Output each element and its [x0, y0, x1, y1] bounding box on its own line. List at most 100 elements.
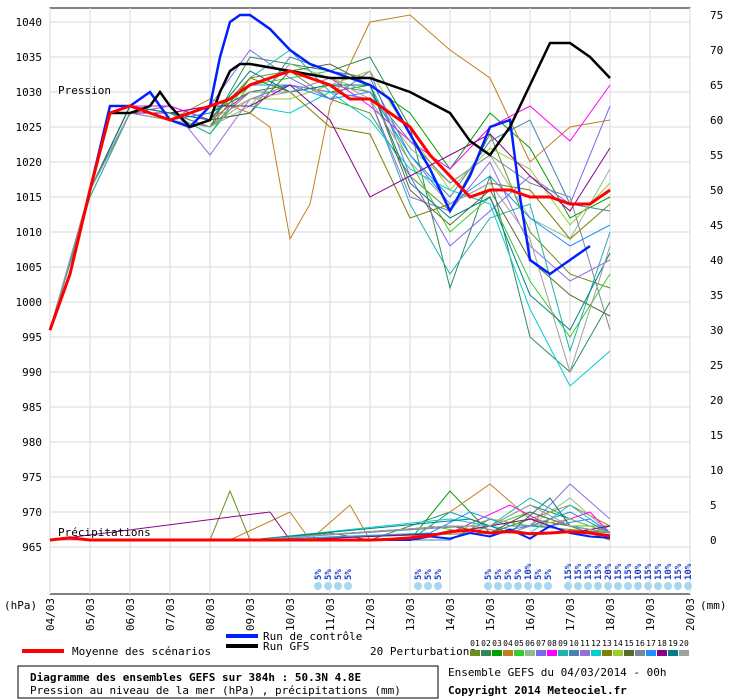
member-number: 19 — [668, 639, 678, 648]
member-number: 14 — [613, 639, 623, 648]
member-number: 15 — [624, 639, 634, 648]
x-tick-label: 11/03 — [324, 598, 337, 631]
member-number: 05 — [514, 639, 524, 648]
member-number: 20 — [679, 639, 689, 648]
member-number: 10 — [569, 639, 579, 648]
snow-probability: 15% — [564, 563, 574, 580]
snow-probability: 10% — [664, 563, 674, 580]
snow-probability: 15% — [654, 563, 664, 580]
x-tick-label: 06/03 — [124, 598, 137, 631]
copyright: Copyright 2014 Meteociel.fr — [448, 684, 627, 697]
left-tick-label: 1040 — [16, 16, 43, 29]
snow-probability: 5% — [484, 569, 494, 580]
left-tick-label: 1035 — [16, 51, 43, 64]
snowflake-icon — [334, 582, 342, 590]
chart-subtitle: Pression au niveau de la mer (hPa) , pré… — [30, 684, 401, 697]
snow-probability: 15% — [614, 563, 624, 580]
left-axis-unit: (hPa) — [4, 599, 37, 612]
right-tick-label: 60 — [710, 114, 723, 127]
snow-probability: 15% — [594, 563, 604, 580]
member-number: 09 — [558, 639, 568, 648]
x-tick-label: 16/03 — [524, 598, 537, 631]
snowflake-icon — [314, 582, 322, 590]
right-tick-label: 40 — [710, 254, 723, 267]
member-number: 01 — [470, 639, 480, 648]
snow-probability: 10% — [634, 563, 644, 580]
snow-probability: 5% — [344, 569, 354, 580]
left-tick-label: 1005 — [16, 261, 43, 274]
x-tick-label: 13/03 — [404, 598, 417, 631]
x-tick-label: 19/03 — [644, 598, 657, 631]
right-tick-label: 10 — [710, 464, 723, 477]
member-number: 02 — [481, 639, 491, 648]
x-axis-ticks: 04/03 05/03 06/03 07/03 08/03 09/03 10/03 11/03… — [44, 598, 697, 631]
run-info: Ensemble GEFS du 04/03/2014 - 00h — [448, 666, 667, 679]
right-tick-label: 25 — [710, 359, 723, 372]
member-swatch — [591, 650, 601, 656]
right-tick-label: 30 — [710, 324, 723, 337]
snow-probability: 5% — [514, 569, 524, 580]
snowflake-icon — [324, 582, 332, 590]
snow-probability: 15% — [624, 563, 634, 580]
snow-probability: 20% — [604, 563, 614, 580]
snowflake-icon — [684, 582, 692, 590]
left-tick-label: 995 — [22, 331, 42, 344]
mean-precip-line — [49, 528, 611, 542]
snowflake-icon — [414, 582, 422, 590]
right-axis-ticks: 0 5 10 15 20 25 30 35 40 45 50 55 60 65 70 75 — [710, 9, 723, 547]
snowflake-icon — [674, 582, 682, 590]
snow-probability: 10% — [684, 563, 694, 580]
snowflake-icon — [344, 582, 352, 590]
snowflake-icon — [504, 582, 512, 590]
member-number: 16 — [635, 639, 645, 648]
snow-probability: 5% — [414, 569, 424, 580]
member-number: 08 — [547, 639, 557, 648]
member-number: 06 — [525, 639, 535, 648]
chart-title: Diagramme des ensembles GEFS sur 384h : … — [30, 671, 361, 684]
member-swatch — [525, 650, 535, 656]
left-tick-label: 1000 — [16, 296, 43, 309]
member-swatch — [602, 650, 612, 656]
pressure-label: Pression — [58, 84, 111, 97]
right-tick-label: 35 — [710, 289, 723, 302]
legend-perturbations-label: 20 Perturbations — [370, 645, 476, 658]
member-swatch — [481, 650, 491, 656]
snowflake-icon — [534, 582, 542, 590]
x-tick-label: 07/03 — [164, 598, 177, 631]
snow-probability: 5% — [424, 569, 434, 580]
x-tick-label: 10/03 — [284, 598, 297, 631]
right-tick-label: 0 — [710, 534, 717, 547]
control-pressure-line — [48, 13, 591, 331]
member-number: 11 — [580, 639, 590, 648]
member-number: 12 — [591, 639, 601, 648]
left-axis-ticks: 965 970 975 980 985 990 995 1000 1005 1010 1015 102… — [16, 16, 43, 554]
left-tick-label: 1025 — [16, 121, 43, 134]
snowflake-icon — [484, 582, 492, 590]
member-swatch — [580, 650, 590, 656]
right-tick-label: 15 — [710, 429, 723, 442]
right-tick-label: 65 — [710, 79, 723, 92]
member-swatch — [679, 650, 689, 656]
main-series — [48, 13, 611, 542]
snowflake-icon — [514, 582, 522, 590]
precip-label: Précipitations — [58, 526, 151, 539]
snow-probability: 5% — [434, 569, 444, 580]
member-number: 04 — [503, 639, 513, 648]
snow-probability: 10% — [524, 563, 534, 580]
snowflake-icon — [654, 582, 662, 590]
x-tick-label: 08/03 — [204, 598, 217, 631]
right-tick-label: 55 — [710, 149, 723, 162]
snow-probability: 15% — [574, 563, 584, 580]
snow-probability: 15% — [644, 563, 654, 580]
left-tick-label: 970 — [22, 506, 42, 519]
left-tick-label: 1015 — [16, 191, 43, 204]
snowflake-icon — [634, 582, 642, 590]
right-tick-label: 45 — [710, 219, 723, 232]
snow-probability: 15% — [674, 563, 684, 580]
title-box — [17, 665, 439, 699]
x-tick-label: 15/03 — [484, 598, 497, 631]
left-tick-label: 965 — [22, 541, 42, 554]
member-number: 13 — [602, 639, 612, 648]
snowflake-icon — [574, 582, 582, 590]
